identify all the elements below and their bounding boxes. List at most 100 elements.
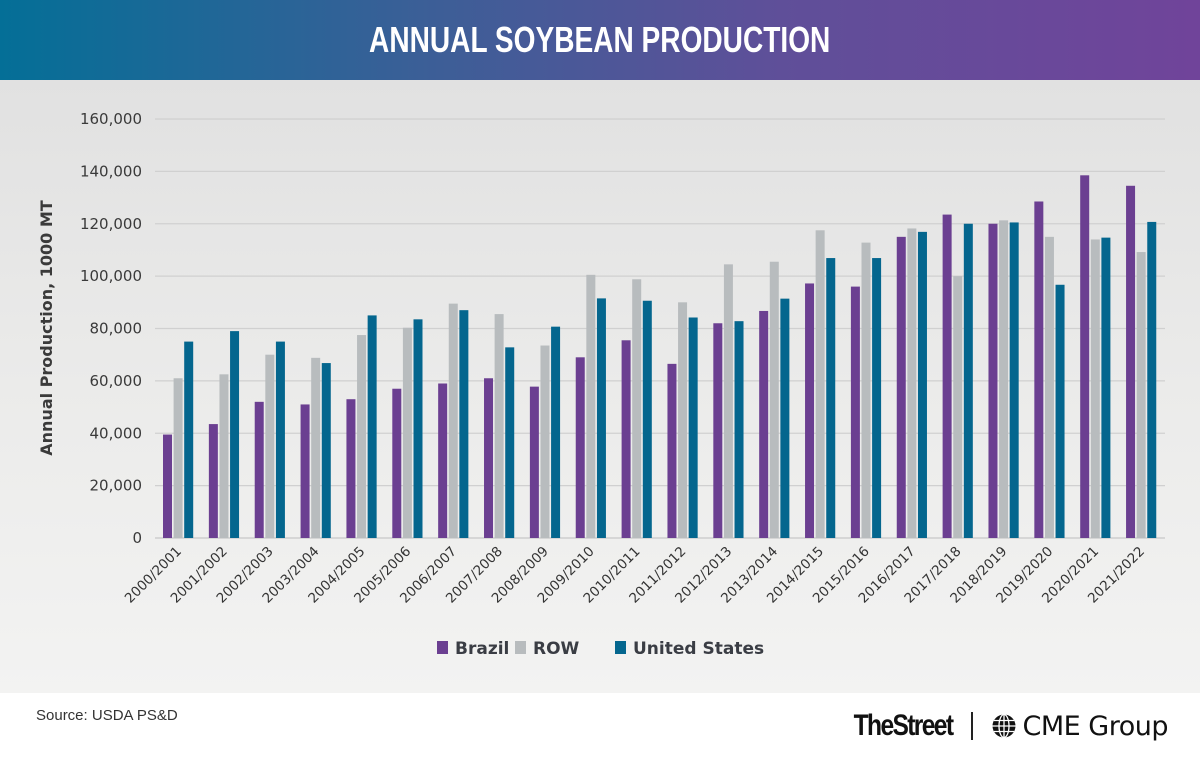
y-tick-label: 100,000	[80, 267, 142, 285]
bar-group	[484, 314, 515, 538]
bar-group	[667, 302, 698, 538]
bar-brazil	[896, 236, 906, 538]
bar-row	[219, 374, 229, 538]
y-tick-label: 140,000	[80, 162, 142, 180]
legend-swatch	[615, 641, 626, 654]
legend-swatch	[437, 641, 448, 654]
bar-group	[254, 341, 285, 538]
source-note: Source: USDA PS&D	[36, 707, 178, 724]
bar-group	[896, 228, 927, 539]
legend-label: Brazil	[455, 639, 509, 659]
bar-united-states	[551, 326, 561, 538]
bar-group	[805, 230, 836, 538]
bar-row	[448, 303, 458, 538]
bar-united-states	[321, 363, 331, 538]
bar-united-states	[1101, 237, 1111, 538]
bar-row	[540, 345, 550, 538]
bar-brazil	[1126, 185, 1136, 538]
bar-group	[942, 214, 973, 538]
bar-brazil	[575, 357, 585, 538]
footer-logos: TheStreet CME Group	[832, 704, 1169, 748]
bar-group	[1034, 201, 1065, 538]
legend-swatch	[515, 641, 526, 654]
bar-brazil	[163, 434, 172, 538]
bar-row	[632, 279, 642, 538]
bar-united-states	[688, 317, 698, 538]
bar-group	[529, 326, 561, 538]
bar-brazil	[1034, 201, 1044, 538]
bar-brazil	[713, 323, 723, 538]
bar-group	[713, 264, 744, 538]
bar-row	[1090, 239, 1100, 538]
bar-row	[861, 242, 871, 539]
bar-group	[208, 331, 240, 538]
bar-row	[494, 314, 504, 538]
bar-row	[265, 354, 275, 538]
bar-united-states	[230, 331, 240, 538]
y-tick-label: 0	[132, 529, 142, 547]
bar-brazil	[850, 286, 860, 538]
bar-group	[300, 357, 331, 538]
bar-brazil	[254, 401, 264, 538]
legend-item: United States	[615, 639, 764, 659]
chart-header: ANNUAL SOYBEAN PRODUCTION	[0, 0, 1200, 80]
legend-label: United States	[633, 639, 764, 659]
bar-united-states	[1147, 221, 1157, 538]
bar-brazil	[759, 310, 769, 538]
y-tick-label: 60,000	[90, 372, 143, 390]
y-tick-label: 160,000	[80, 110, 142, 128]
y-tick-label: 120,000	[80, 215, 142, 233]
bars	[163, 175, 1157, 539]
legend: Brazil ROW United States	[437, 639, 764, 659]
bar-united-states	[459, 310, 469, 538]
bar-group	[621, 279, 652, 538]
bar-brazil	[621, 340, 631, 538]
bar-group	[850, 242, 882, 539]
bar-row	[586, 274, 596, 538]
bar-row	[402, 327, 412, 538]
logo-divider	[970, 712, 973, 740]
bar-row	[1044, 236, 1054, 538]
y-tick-label: 80,000	[90, 320, 143, 338]
bar-group	[759, 261, 790, 538]
bar-brazil	[1080, 175, 1090, 538]
bar-brazil	[529, 386, 539, 538]
bar-united-states	[826, 258, 836, 538]
legend-item: ROW	[515, 639, 580, 659]
bar-brazil	[942, 214, 952, 538]
bar-row	[678, 302, 688, 538]
bar-group	[438, 303, 469, 538]
bar-group	[163, 341, 194, 538]
x-axis-labels: 2000/20012001/20022002/20032003/20042004…	[122, 544, 1148, 607]
bar-united-states	[963, 223, 973, 538]
globe-icon	[992, 713, 1015, 739]
bar-brazil	[300, 404, 310, 538]
bar-row	[769, 261, 779, 538]
bar-united-states	[367, 315, 377, 538]
bar-united-states	[642, 300, 652, 538]
bar-group	[346, 315, 377, 538]
bar-united-states	[734, 321, 744, 538]
y-tick-label: 40,000	[90, 424, 143, 442]
bar-row	[999, 220, 1009, 538]
bar-group	[1126, 185, 1157, 538]
cme-group-logo: CME Group	[991, 711, 1168, 742]
bar-united-states	[1009, 222, 1019, 539]
bar-united-states	[872, 258, 882, 538]
bar-row	[723, 264, 733, 538]
thestreet-logo: TheStreet	[853, 709, 954, 742]
bar-united-states	[1055, 284, 1065, 538]
bar-united-states	[917, 231, 927, 539]
y-tick-label: 20,000	[90, 477, 143, 495]
bar-brazil	[484, 378, 494, 538]
bar-group	[988, 220, 1019, 539]
bar-brazil	[346, 399, 356, 538]
bar-united-states	[596, 298, 606, 538]
bar-row	[1136, 252, 1146, 538]
bar-brazil	[208, 424, 218, 538]
bar-united-states	[184, 341, 194, 538]
bar-united-states	[275, 341, 285, 538]
bar-brazil	[988, 223, 998, 538]
bar-united-states	[413, 319, 423, 538]
